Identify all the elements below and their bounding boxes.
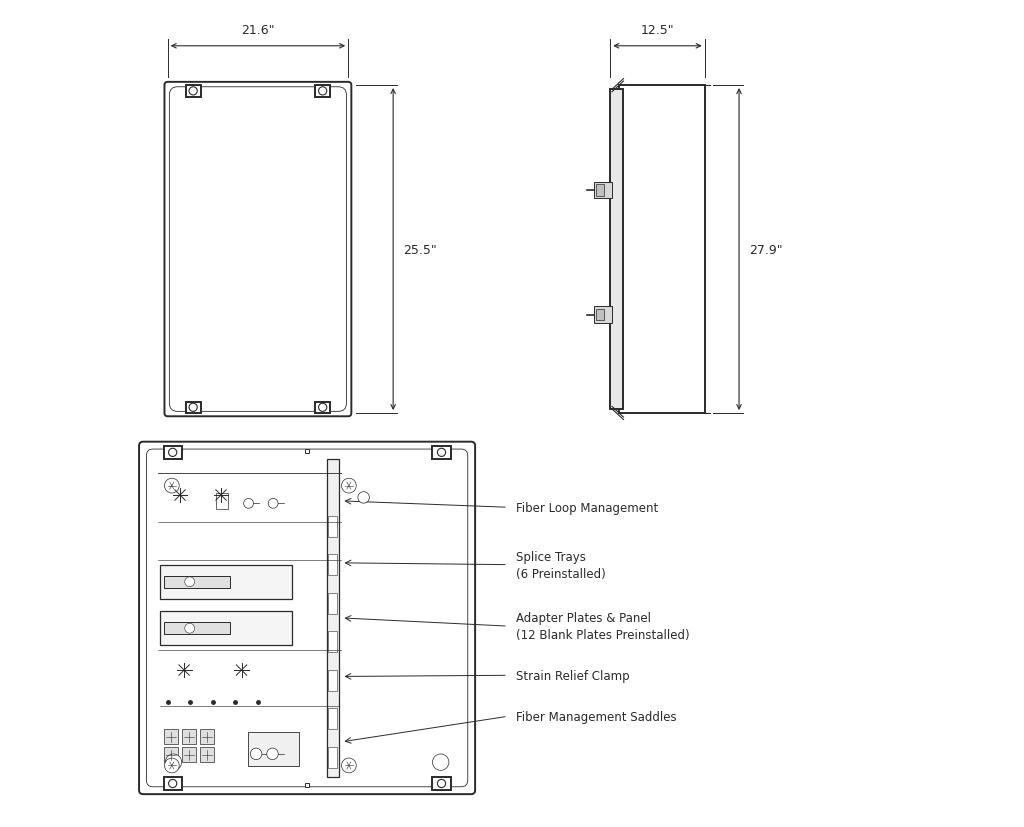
Circle shape [184,577,195,587]
Circle shape [437,449,445,457]
Circle shape [165,758,179,773]
Text: Adapter Plates & Panel
(12 Blank Plates Preinstalled): Adapter Plates & Panel (12 Blank Plates … [516,611,690,641]
FancyBboxPatch shape [139,442,475,794]
Bar [200,748,214,762]
Bar [329,516,338,537]
Circle shape [165,479,179,494]
Text: 27.9": 27.9" [749,243,782,256]
Bar [164,623,230,634]
Bar [160,611,292,646]
Bar [164,777,181,790]
Circle shape [437,780,445,787]
FancyBboxPatch shape [169,88,346,412]
Bar [181,729,197,744]
Text: 21.6": 21.6" [242,24,274,37]
Bar [594,183,612,199]
Bar [329,670,338,691]
Bar [315,402,330,414]
Circle shape [165,754,181,771]
Text: Splice Trays
(6 Preinstalled): Splice Trays (6 Preinstalled) [516,550,606,580]
Bar [185,402,201,414]
Bar [618,86,705,414]
Bar [596,309,604,321]
Bar [216,494,228,510]
Bar [596,185,604,197]
Bar [329,554,338,576]
Text: Fiber Loop Management: Fiber Loop Management [516,501,658,514]
Bar [200,729,214,744]
Circle shape [184,624,195,633]
Bar [432,777,451,790]
FancyBboxPatch shape [146,450,468,786]
Bar [185,86,201,98]
Circle shape [169,449,177,457]
Bar [164,748,178,762]
Bar [164,576,230,588]
FancyBboxPatch shape [165,83,351,417]
Text: Fiber Management Saddles: Fiber Management Saddles [516,710,677,723]
Circle shape [189,88,198,96]
Bar [164,729,178,744]
Circle shape [268,499,279,509]
Bar [327,459,339,777]
Text: 12.5": 12.5" [641,24,674,37]
Bar [329,747,338,768]
Text: Strain Relief Clamp: Strain Relief Clamp [516,669,630,682]
Circle shape [267,748,279,760]
Circle shape [318,88,327,96]
Circle shape [318,404,327,412]
Circle shape [244,499,254,509]
Bar [432,447,451,459]
Circle shape [358,492,370,504]
Text: 25.5": 25.5" [403,243,436,256]
Bar [610,90,623,409]
Circle shape [342,479,356,494]
Circle shape [342,758,356,773]
Circle shape [432,754,449,771]
Bar [315,86,330,98]
Circle shape [250,748,262,760]
Bar [164,447,181,459]
Bar [329,709,338,729]
Bar [181,748,197,762]
Bar [248,733,299,767]
Circle shape [189,404,198,412]
Bar [329,631,338,653]
Bar [594,307,612,323]
Bar [160,565,292,600]
Circle shape [169,780,177,787]
Bar [329,593,338,614]
